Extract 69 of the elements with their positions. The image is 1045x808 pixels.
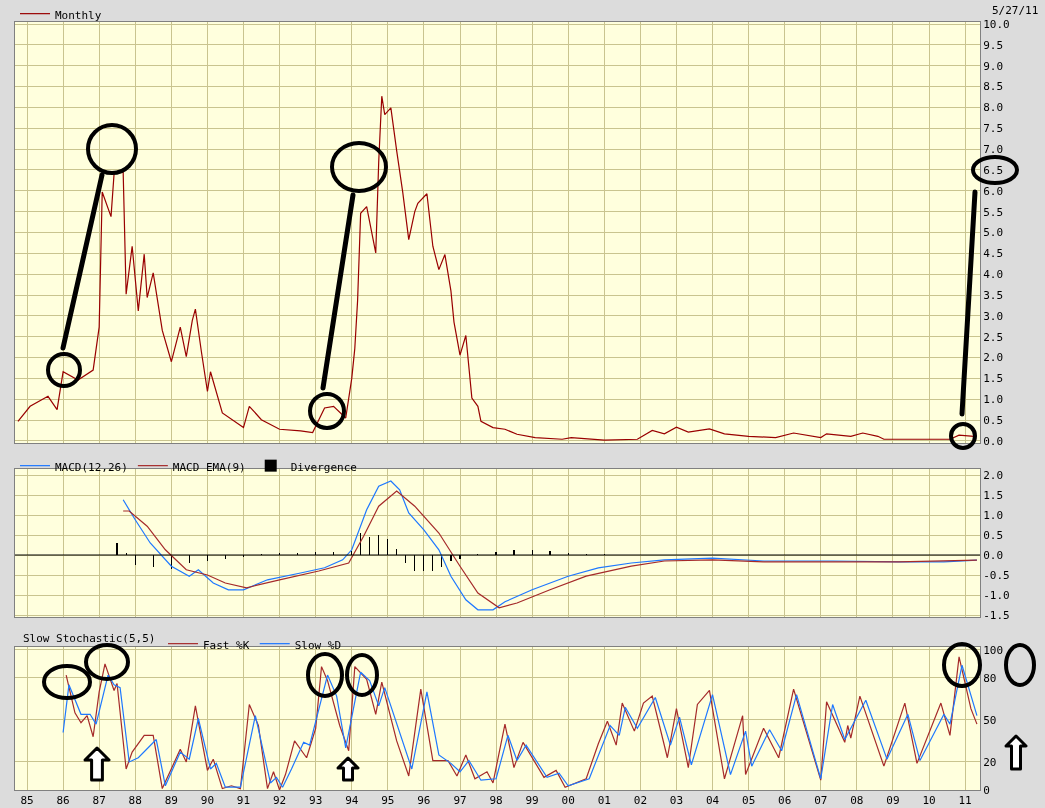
y-tick-label: 5.5 — [983, 205, 1004, 219]
y-tick-label: 1.0 — [983, 508, 1004, 522]
y-tick-label: 1.5 — [983, 488, 1004, 502]
legend-label: Monthly — [55, 8, 102, 22]
x-tick-label: 85 — [20, 794, 34, 808]
x-tick-label: 90 — [200, 794, 215, 808]
x-tick-label: 88 — [128, 794, 142, 808]
x-tick-label: 03 — [669, 794, 684, 808]
x-tick-label: 08 — [850, 794, 864, 808]
y-tick-label: 2.0 — [983, 351, 1004, 365]
x-tick-label: 10 — [922, 794, 936, 808]
y-tick-label: -1.0 — [983, 588, 1010, 602]
y-tick-label: 0.5 — [983, 413, 1004, 427]
y-tick-label: 1.5 — [983, 372, 1004, 386]
x-tick-label: 06 — [778, 794, 792, 808]
x-tick-label: 96 — [417, 794, 431, 808]
y-tick-label: 50 — [983, 713, 997, 727]
x-tick-label: 07 — [814, 794, 828, 808]
x-tick-label: 91 — [236, 794, 251, 808]
chart-title: Slow Stochastic(5,5) — [23, 632, 156, 646]
legend-label: MACD(12,26) — [55, 460, 128, 474]
legend-label: MACD EMA(9) — [172, 460, 246, 474]
x-tick-label: 98 — [489, 794, 503, 808]
y-tick-label: 2.5 — [983, 330, 1004, 344]
x-tick-label: 01 — [597, 794, 611, 808]
y-tick-label: 100 — [983, 643, 1004, 657]
y-tick-label: 0.0 — [983, 548, 1004, 562]
x-tick-label: 02 — [633, 794, 648, 808]
y-tick-label: 6.5 — [983, 163, 1004, 177]
y-tick-label: 3.0 — [983, 309, 1004, 323]
y-tick-label: 7.5 — [983, 122, 1004, 136]
x-tick-label: 86 — [56, 794, 70, 808]
x-tick-label: 94 — [345, 794, 359, 808]
y-tick-label: 10.0 — [983, 17, 1010, 31]
y-tick-label: 9.0 — [983, 59, 1004, 73]
y-tick-label: 0 — [983, 783, 990, 797]
y-tick-label: 4.0 — [983, 268, 1004, 282]
y-tick-label: 7.0 — [983, 142, 1004, 156]
y-tick-label: 5.0 — [983, 226, 1004, 240]
x-tick-label: 09 — [886, 794, 900, 808]
y-tick-label: 3.5 — [983, 288, 1004, 302]
x-tick-label: 00 — [561, 794, 575, 808]
text: 5/27/11 — [992, 4, 1039, 17]
x-tick-label: 97 — [453, 794, 467, 808]
y-tick-label: 1.0 — [983, 393, 1004, 407]
legend-label: Slow %D — [294, 638, 342, 652]
x-tick-label: 89 — [164, 794, 178, 808]
y-tick-label: 20 — [983, 755, 997, 769]
y-tick-label: 0.5 — [983, 528, 1004, 542]
y-tick-label: 8.5 — [983, 80, 1004, 94]
x-tick-label: 05 — [742, 794, 756, 808]
y-tick-label: 9.5 — [983, 38, 1004, 52]
x-tick-label: 92 — [272, 794, 287, 808]
y-tick-label: -0.5 — [983, 568, 1010, 582]
y-tick-label: 6.0 — [983, 184, 1004, 198]
legend-label: Divergence — [290, 460, 357, 474]
y-tick-label: 80 — [983, 671, 997, 685]
x-tick-label: 99 — [525, 794, 539, 808]
x-tick-label: 11 — [958, 794, 972, 808]
y-tick-label: 8.0 — [983, 101, 1004, 115]
y-tick-label: 4.5 — [983, 247, 1004, 261]
y-tick-label: 0.0 — [983, 434, 1004, 448]
legend-label: Fast %K — [203, 638, 250, 652]
y-tick-label: -1.5 — [983, 608, 1010, 622]
x-tick-label: 93 — [309, 794, 323, 808]
x-tick-label: 95 — [381, 794, 395, 808]
y-tick-label: 2.0 — [983, 468, 1004, 482]
x-tick-label: 87 — [92, 794, 106, 808]
x-tick-label: 04 — [705, 794, 720, 808]
